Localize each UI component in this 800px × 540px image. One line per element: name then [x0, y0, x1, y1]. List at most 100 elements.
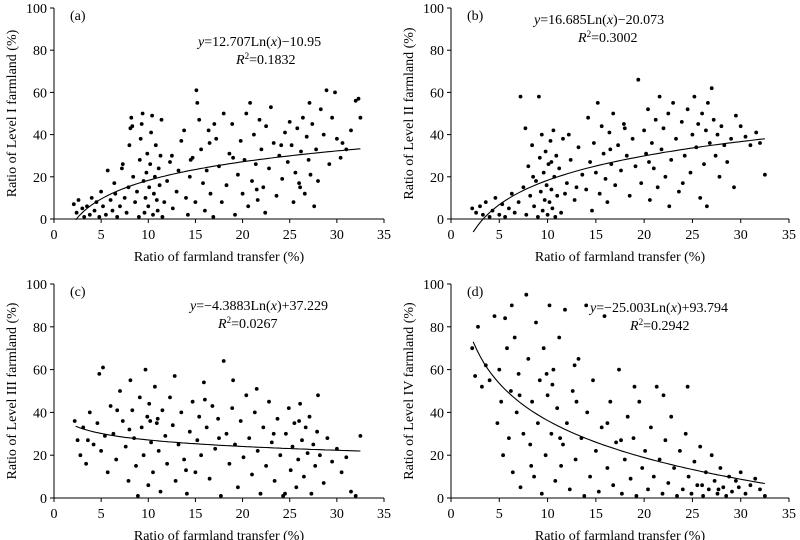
- data-point: [71, 202, 76, 207]
- data-point: [563, 307, 567, 312]
- data-point: [532, 474, 536, 479]
- data-point: [139, 122, 144, 126]
- eq-rest: )−20.073: [613, 13, 664, 28]
- data-point: [248, 101, 253, 105]
- data-point: [499, 399, 504, 404]
- data-point: [179, 139, 184, 143]
- data-point: [207, 476, 212, 481]
- data-point: [101, 204, 105, 209]
- data-point: [503, 316, 507, 321]
- data-point: [582, 494, 587, 498]
- fit-curve: [472, 341, 765, 485]
- data-point: [763, 494, 767, 498]
- data-point: [487, 215, 492, 219]
- data-point: [153, 174, 157, 179]
- data-point: [651, 166, 656, 171]
- data-point: [677, 189, 681, 194]
- data-point: [574, 399, 579, 404]
- data-point: [356, 96, 361, 101]
- x-tick-label: 25: [685, 507, 699, 522]
- data-point: [553, 479, 558, 483]
- data-point: [541, 346, 546, 351]
- y-tick-label: 100: [26, 2, 47, 17]
- eq-x: x: [270, 299, 278, 314]
- eq-x: x: [270, 35, 278, 50]
- data-point: [698, 444, 703, 449]
- data-point: [497, 367, 502, 372]
- data-point: [115, 408, 120, 413]
- data-point: [240, 191, 245, 196]
- data-point: [126, 479, 131, 483]
- data-point: [156, 449, 161, 453]
- data-point: [584, 187, 589, 192]
- x-axis-label: Ratio of farmland transfer (%): [535, 529, 706, 540]
- y-tick-label: 0: [40, 492, 47, 507]
- data-point: [730, 489, 734, 494]
- panel-letter: (b): [467, 9, 484, 24]
- data-point: [151, 212, 155, 217]
- data-point: [576, 145, 581, 150]
- data-point: [754, 130, 759, 135]
- data-point: [724, 494, 729, 498]
- data-point: [298, 401, 302, 406]
- data-point: [541, 170, 546, 175]
- data-point: [545, 393, 550, 398]
- panel-c: 0 5 10 15 20 25 30 35 0 20 40 60 80 100 Ratio of farml…: [5, 278, 391, 540]
- x-axis-label: Ratio of farmland transfer (%): [134, 250, 305, 265]
- y-tick-label: 60: [430, 364, 444, 379]
- data-point: [586, 115, 590, 120]
- data-point: [182, 128, 187, 133]
- data-point: [537, 155, 542, 160]
- fit-equation: y=12.707Ln(x)−10.95: [196, 35, 321, 50]
- data-point: [173, 479, 178, 483]
- data-point: [316, 179, 320, 183]
- data-point: [330, 115, 334, 120]
- y-tick-label: 60: [430, 86, 444, 101]
- data-point: [170, 423, 175, 428]
- data-point: [549, 187, 554, 192]
- x-tick-label: 10: [541, 507, 555, 522]
- data-point: [512, 210, 517, 215]
- data-point: [669, 414, 674, 419]
- data-point: [104, 212, 108, 217]
- data-point: [308, 172, 313, 177]
- data-point: [674, 136, 678, 141]
- data-point: [155, 208, 160, 213]
- data-point: [667, 204, 672, 209]
- r2-value: =0.0267: [231, 317, 277, 332]
- data-point: [719, 124, 724, 129]
- y-tick-label: 40: [430, 406, 444, 421]
- data-point: [711, 117, 716, 122]
- data-point: [692, 94, 697, 99]
- data-point: [184, 468, 188, 473]
- data-point: [188, 158, 193, 162]
- data-point: [628, 476, 633, 481]
- data-point: [165, 461, 170, 466]
- data-point: [608, 147, 613, 152]
- data-point: [530, 399, 534, 404]
- data-point: [594, 449, 598, 453]
- data-point: [517, 393, 522, 398]
- data-point: [224, 183, 229, 188]
- data-point: [704, 128, 708, 133]
- data-point: [197, 414, 202, 419]
- data-point: [653, 117, 658, 122]
- y-tick-label: 80: [33, 321, 47, 336]
- data-point: [659, 147, 664, 152]
- panel-letter: (c): [70, 285, 86, 300]
- data-point: [503, 215, 507, 219]
- data-point: [542, 198, 547, 202]
- data-point: [136, 494, 140, 498]
- data-point: [149, 440, 154, 445]
- eq-y: y: [588, 301, 597, 316]
- data-point: [576, 357, 581, 361]
- data-point: [153, 143, 158, 148]
- data-point: [176, 168, 181, 173]
- data-point: [501, 453, 505, 458]
- data-point: [163, 434, 168, 438]
- data-point: [105, 168, 110, 173]
- r2-value: =0.2942: [643, 319, 689, 334]
- data-point: [252, 132, 256, 137]
- data-point: [594, 170, 598, 175]
- data-point: [133, 200, 138, 205]
